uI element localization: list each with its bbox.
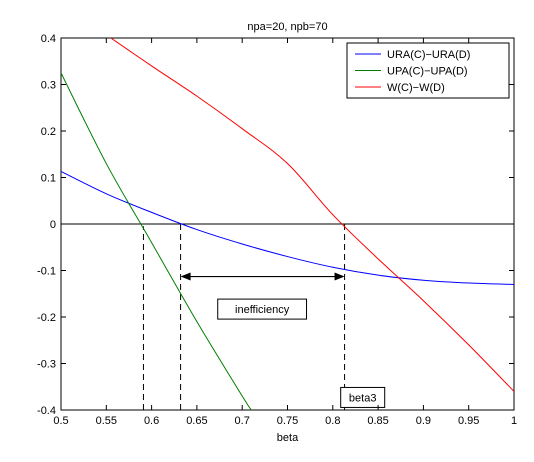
y-tick-label: -0.4 <box>37 405 56 417</box>
y-tick-label: -0.1 <box>37 266 56 278</box>
annotation-text: inefficiency <box>235 304 290 316</box>
axes: 0.5 0.55 0.6 0.65 0.7 0.75 0.8 0.85 0.9 0.95 1 -0.4… <box>37 33 517 427</box>
x-tick-label: 0.75 <box>277 415 298 427</box>
y-tick-label: 0.3 <box>41 80 56 92</box>
x-tick-label: 0.8 <box>325 415 340 427</box>
x-tick-label: 0.6 <box>144 415 159 427</box>
arrow-group <box>180 272 345 281</box>
y-tick-label: 0 <box>50 219 56 231</box>
x-tick-label: 1 <box>511 415 517 427</box>
x-tick-label: 0.7 <box>235 415 250 427</box>
y-tick-label: 0.4 <box>41 33 56 45</box>
y-tick-label: 0.2 <box>41 126 56 138</box>
series-line-0 <box>61 171 514 285</box>
x-tick-label: 0.9 <box>416 415 431 427</box>
x-tick-label: 0.85 <box>367 415 388 427</box>
x-tick-label: 0.65 <box>186 415 207 427</box>
series-lines <box>61 38 514 410</box>
y-tick-label: -0.3 <box>37 359 56 371</box>
series-line-2 <box>110 38 514 392</box>
x-tick-label: 0.5 <box>53 415 68 427</box>
x-axis-label: beta <box>277 432 299 444</box>
legend-entry-1: UPA(C)−UPA(D) <box>387 66 468 78</box>
annotations: inefficiency beta3 <box>217 298 386 408</box>
annotation-text: beta3 <box>349 392 377 404</box>
annotation-box <box>340 386 386 408</box>
legend-entry-2: W(C)−W(D) <box>387 82 445 94</box>
arrow-head-right <box>334 272 345 281</box>
x-tick-label: 0.55 <box>96 415 117 427</box>
annotation-box <box>217 298 308 320</box>
legend-entry-0: URA(C)−URA(D) <box>387 49 470 61</box>
series-line-1 <box>61 72 252 410</box>
legend: URA(C)−URA(D) UPA(C)−UPA(D) W(C)−W(D) <box>346 42 510 99</box>
arrow-head-left <box>180 272 191 281</box>
y-tick-label: 0.1 <box>41 173 56 185</box>
reference-lines <box>61 223 514 410</box>
y-tick-label: -0.2 <box>37 312 56 324</box>
chart-title: npa=20, npb=70 <box>247 21 327 33</box>
x-tick-label: 0.95 <box>458 415 479 427</box>
